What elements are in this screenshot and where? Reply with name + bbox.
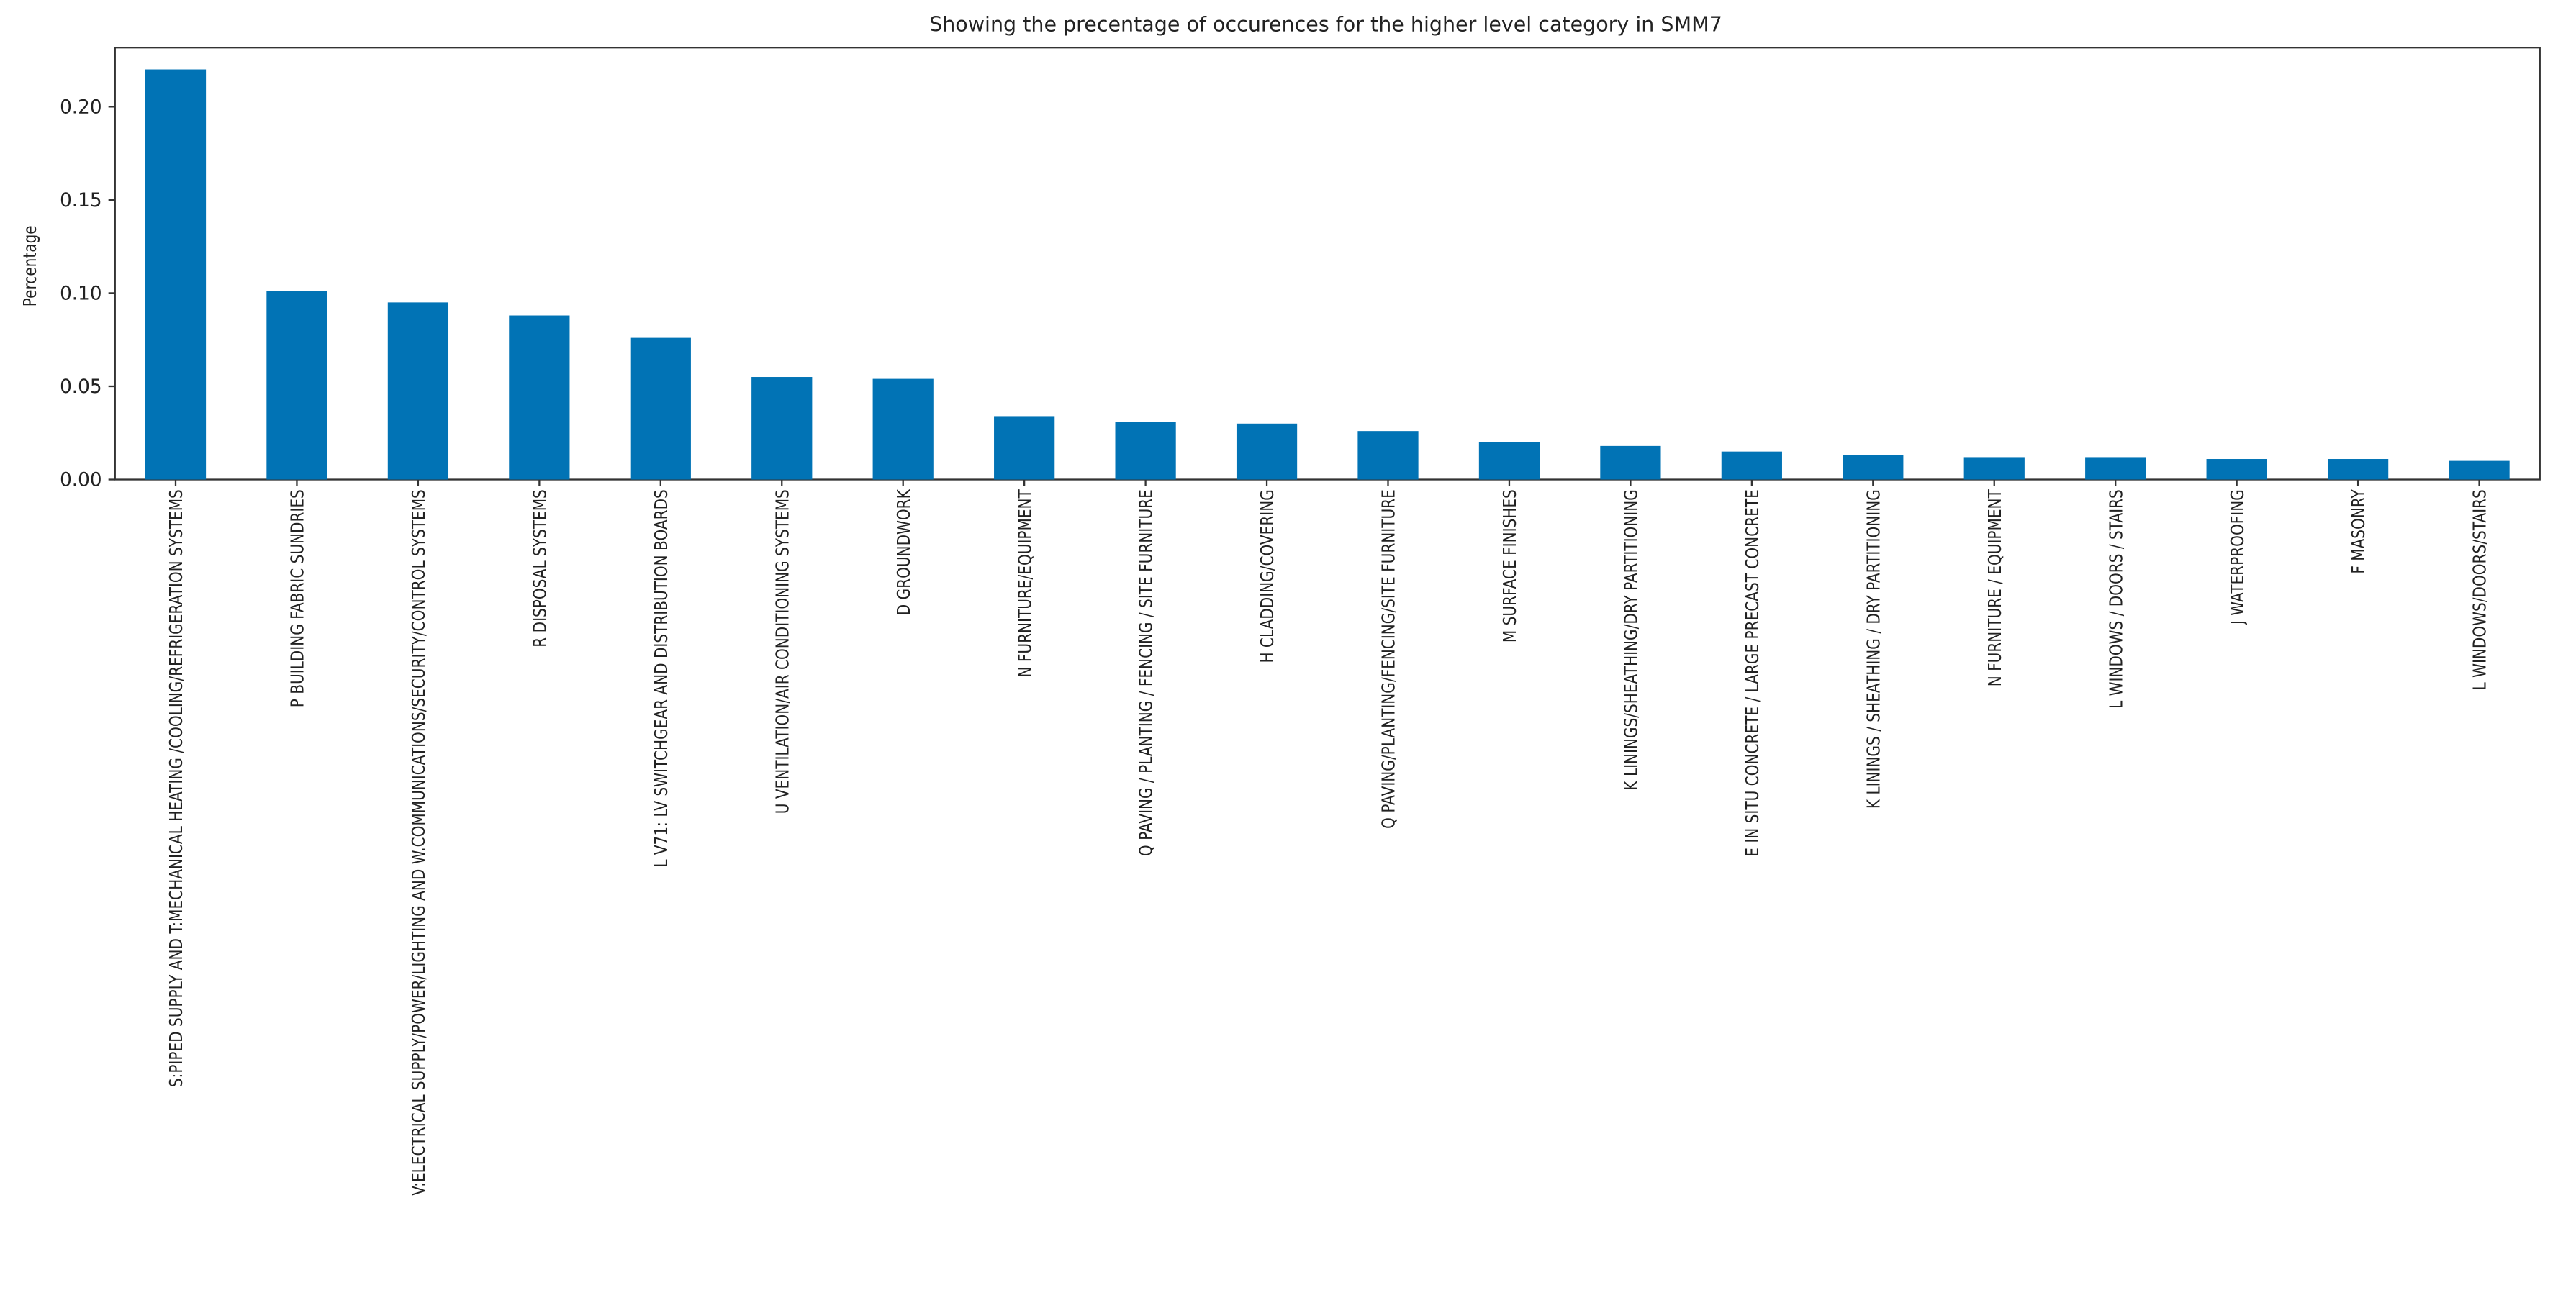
y-tick-label: 0.05 [60, 376, 101, 398]
bar [1963, 457, 2025, 480]
x-tick-label: Q PAVING/PLANTING/FENCING/SITE FURNITURE [1379, 489, 1400, 829]
bar [509, 315, 570, 480]
x-tick-label: P BUILDING FABRIC SUNDRIES [287, 489, 308, 707]
bar [2085, 457, 2146, 480]
y-axis-label: Percentage [20, 225, 41, 307]
bar [1115, 422, 1176, 480]
x-tick-label: R DISPOSAL SYSTEMS [530, 489, 551, 647]
x-tick-label: U VENTILATION/AIR CONDITIONING SYSTEMS [772, 489, 793, 814]
bar [266, 291, 327, 480]
bar [145, 69, 207, 480]
x-tick-label: S:PIPED SUPPLY AND T:MECHANICAL HEATING … [166, 489, 187, 1087]
y-tick-label: 0.10 [60, 283, 101, 305]
bar [1721, 451, 1782, 480]
y-tick-label: 0.00 [60, 470, 101, 491]
x-tick-label: F MASONRY [2349, 489, 2369, 574]
bar [1843, 455, 1904, 480]
bar [872, 378, 934, 480]
x-tick-label: H CLADDING/COVERING [1257, 489, 1278, 663]
bar [1357, 431, 1419, 480]
x-tick-label: M SURFACE FINISHES [1500, 489, 1521, 643]
x-tick-label: V:ELECTRICAL SUPPLY/POWER/LIGHTING AND W… [409, 489, 430, 1196]
x-tick-label: D GROUNDWORK [894, 489, 915, 615]
bar [1600, 445, 1661, 480]
x-tick-label: N FURNITURE/EQUIPMENT [1015, 489, 1036, 677]
x-tick-label: L V71: LV SWITCHGEAR AND DISTRIBUTION BO… [651, 489, 672, 867]
y-tick-label: 0.15 [60, 190, 101, 212]
chart-title: Showing the precentage of occurences for… [929, 12, 1722, 36]
bar [1236, 423, 1298, 480]
x-tick-label: J WATERPROOFING [2228, 489, 2249, 626]
x-tick-label: L WINDOWS/DOORS/STAIRS [2470, 489, 2491, 690]
x-tick-label: K LININGS / SHEATHING / DRY PARTITIONING [1863, 489, 1884, 809]
bar [751, 377, 813, 480]
bar [2327, 459, 2389, 480]
y-tick-label: 0.20 [60, 96, 101, 118]
x-tick-label: K LININGS/SHEATHING/DRY PARTITIONING [1621, 489, 1642, 790]
bar [2449, 460, 2510, 480]
bar [630, 337, 691, 480]
bar [1478, 442, 1540, 480]
bar [994, 416, 1055, 480]
plot-frame [114, 47, 2541, 481]
x-tick-label: E IN SITU CONCRETE / LARGE PRECAST CONCR… [1743, 489, 1763, 856]
bar [387, 302, 449, 480]
x-tick-label: L WINDOWS / DOORS / STAIRS [2106, 489, 2127, 709]
bar [2206, 459, 2267, 480]
x-tick-label: Q PAVING / PLANTING / FENCING / SITE FUR… [1136, 489, 1157, 856]
x-tick-label: N FURNITURE / EQUIPMENT [1985, 489, 2006, 686]
